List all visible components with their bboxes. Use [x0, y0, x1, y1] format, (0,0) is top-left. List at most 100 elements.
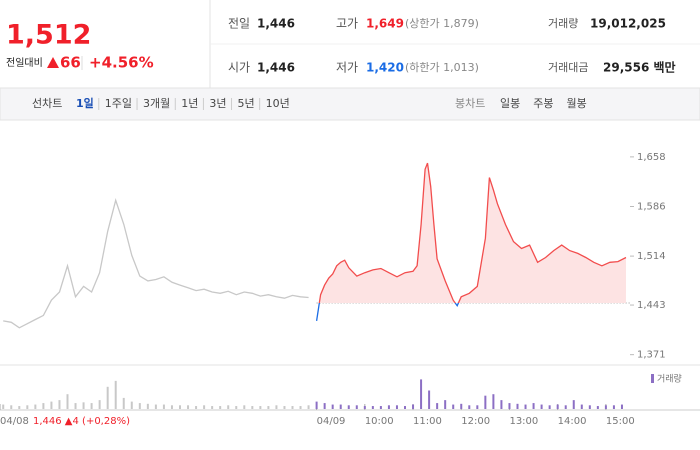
volume-bar — [130, 401, 133, 409]
area-fill — [319, 163, 626, 303]
stat-value: 1,420 — [366, 61, 404, 75]
volume-bar — [187, 405, 190, 409]
up-icon — [47, 57, 59, 68]
y-tick-label: 1,586 — [637, 201, 666, 212]
candle-tab[interactable]: 일봉 — [500, 96, 520, 110]
volume-bar — [412, 404, 415, 409]
volume-bar — [564, 405, 567, 409]
volume-bar — [444, 400, 447, 409]
volume-bar — [532, 403, 535, 409]
volume-bar — [476, 405, 479, 409]
volume-bar — [387, 405, 390, 409]
volume-bar — [355, 405, 358, 409]
volume-bar — [291, 406, 294, 409]
volume-bar — [2, 404, 5, 409]
volume-bar — [588, 405, 591, 409]
stat-value: 1,446 — [257, 61, 295, 75]
volume-bar — [420, 379, 423, 409]
price-line — [315, 162, 627, 321]
y-tick-label: 1,514 — [637, 251, 666, 262]
x-tick-label: 04/09 — [317, 416, 346, 427]
volume-bar — [540, 404, 543, 409]
legend-label: 거래량 — [657, 373, 682, 385]
volume-bar — [347, 405, 350, 409]
volume-bar — [259, 406, 262, 409]
stat-value: 29,556 백만 — [603, 60, 676, 75]
volume-bar — [203, 405, 206, 409]
volume-bar — [195, 406, 198, 409]
stat-value: 1,446 — [257, 17, 295, 31]
volume-bar — [508, 403, 511, 409]
volume-bar — [580, 404, 583, 409]
volume-bar — [34, 404, 37, 409]
volume-bar — [154, 404, 157, 409]
volume-bar — [436, 403, 439, 409]
volume-bar — [524, 404, 527, 409]
volume-bar — [227, 405, 230, 409]
change-label: 전일대비 — [6, 57, 43, 69]
volume-bar — [371, 406, 374, 409]
volume-bar — [66, 394, 69, 409]
volume-bar — [572, 400, 575, 409]
volume-bar — [243, 405, 246, 409]
volume-bar — [82, 402, 85, 409]
volume-bar — [74, 403, 77, 409]
period-tab[interactable]: 3개월 — [143, 97, 170, 110]
volume-bar — [596, 406, 599, 409]
annotation: 1,446 ▲4 (+0,28%) — [33, 416, 130, 427]
volume-bar — [331, 404, 334, 409]
period-tab[interactable]: 3년 — [209, 97, 226, 110]
volume-bar — [500, 400, 503, 409]
volume-bar — [18, 406, 21, 409]
period-tab[interactable]: 1일 — [76, 96, 94, 110]
stat-label: 전일 — [228, 17, 250, 31]
volume-bar — [283, 406, 286, 409]
x-tick-label: 10:00 — [365, 416, 394, 427]
candle-tab[interactable]: 주봉 — [533, 97, 553, 110]
volume-bar — [548, 405, 551, 409]
volume-bar — [315, 401, 318, 409]
volume-bar — [267, 406, 270, 409]
volume-bar — [395, 405, 398, 409]
volume-bar — [26, 405, 29, 409]
volume-bar — [612, 405, 615, 409]
volume-bar — [162, 404, 165, 409]
volume-bar — [428, 390, 431, 409]
volume-bar — [179, 405, 181, 409]
volume-bar — [42, 403, 45, 409]
price: 1,512 — [6, 20, 91, 51]
volume-bar — [484, 395, 487, 409]
period-tab[interactable]: 1주일 — [105, 96, 132, 110]
volume-bar — [299, 406, 302, 409]
volume-bar — [323, 403, 326, 409]
volume-bar — [363, 406, 366, 409]
stat-label: 고가 — [336, 17, 358, 31]
stat-note: (하한가 1,013) — [405, 60, 479, 74]
volume-bar — [404, 406, 406, 409]
volume-bar — [379, 406, 382, 409]
candle-tab[interactable]: 월봉 — [567, 97, 587, 110]
volume-bar — [146, 403, 149, 409]
volume-bar — [460, 403, 463, 409]
y-tick-label: 1,658 — [637, 152, 666, 163]
stat-value: 1,649 — [366, 17, 404, 31]
volume-bar — [275, 405, 278, 409]
volume-bar — [452, 404, 455, 409]
volume-bar — [98, 400, 101, 409]
x-tick-label: 13:00 — [509, 416, 538, 427]
volume-bar — [235, 406, 238, 409]
volume-bar — [211, 406, 214, 409]
stat-label: 저가 — [336, 61, 358, 75]
volume-bar — [219, 406, 222, 409]
price-line — [3, 198, 309, 329]
period-tab[interactable]: 5년 — [238, 97, 255, 110]
volume-bar — [307, 405, 310, 409]
period-tab[interactable]: 1년 — [181, 97, 198, 110]
period-tab[interactable]: 10년 — [266, 97, 290, 110]
volume-bar — [556, 404, 559, 409]
volume-bar — [339, 404, 342, 409]
volume-bar — [114, 380, 117, 409]
tab-group-label: 봉차트 — [455, 97, 485, 110]
